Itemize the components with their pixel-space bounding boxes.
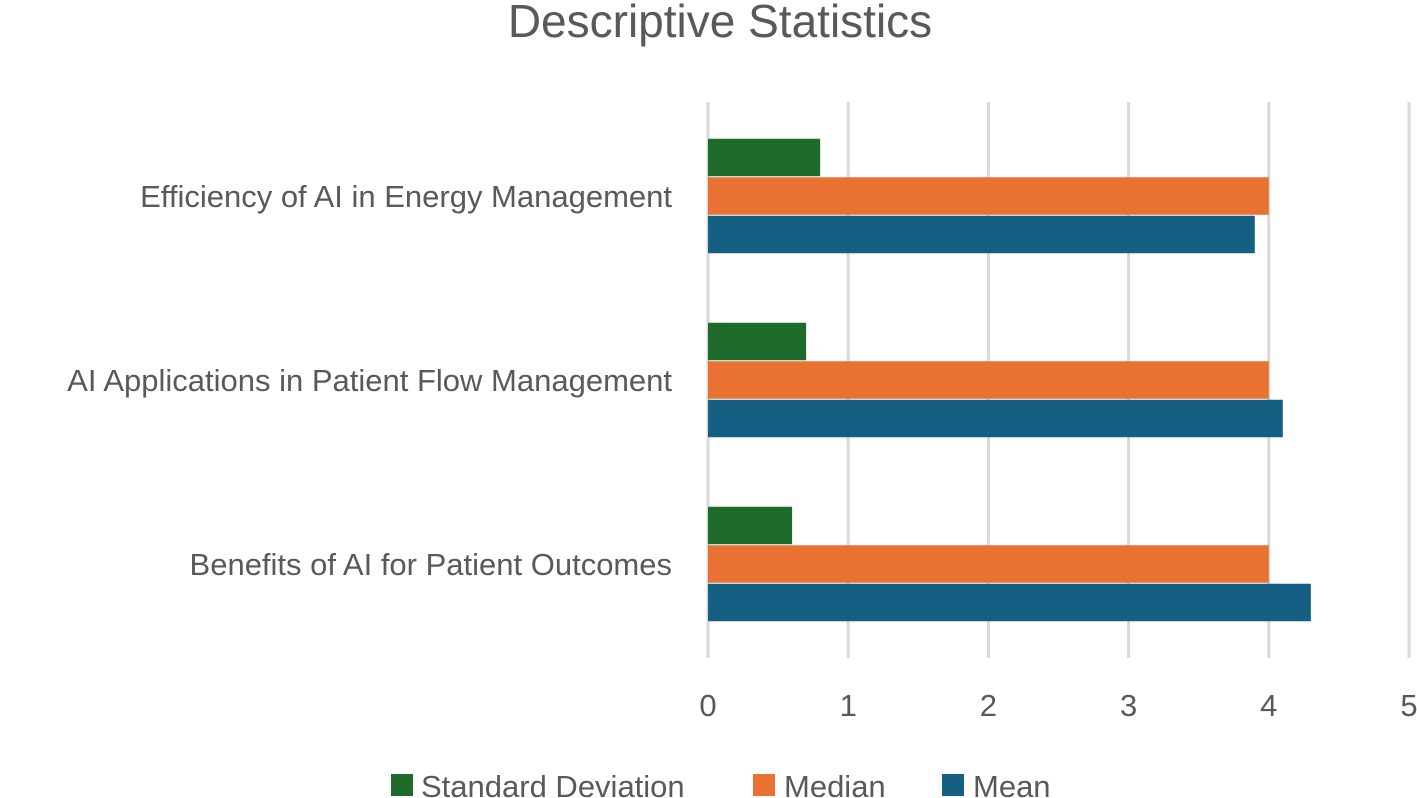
category-label: AI Applications in Patient Flow Manageme… [67,363,672,398]
bar-standard-deviation [708,322,807,361]
legend: Standard Deviation Median Mean [391,769,1051,798]
chart-title: Descriptive Statistics [508,0,932,47]
x-tick-label: 3 [1120,688,1137,723]
category-label: Benefits of AI for Patient Outcomes [190,547,672,582]
legend-label: Mean [973,769,1051,798]
axis: 0 1 2 3 4 5 Efficiency of AI in Energy Managem… [67,179,1417,723]
bar-mean [708,215,1255,254]
legend-swatch [391,774,413,796]
x-tick-label: 5 [1400,688,1417,723]
bar-mean [708,399,1283,438]
legend-label: Median [784,769,886,798]
bar-mean [708,583,1311,622]
x-tick-label: 4 [1260,688,1277,723]
bar-median [708,361,1269,399]
x-tick-label: 2 [980,688,997,723]
legend-swatch [942,774,964,796]
bar-median [708,545,1269,583]
bar-standard-deviation [708,138,821,177]
bar-median [708,177,1269,215]
x-tick-label: 0 [699,688,716,723]
x-tick-label: 1 [840,688,857,723]
legend-label: Standard Deviation [421,769,685,798]
bars [708,138,1311,622]
legend-swatch [753,774,775,796]
bar-standard-deviation [708,506,793,545]
category-label: Efficiency of AI in Energy Management [140,179,672,214]
